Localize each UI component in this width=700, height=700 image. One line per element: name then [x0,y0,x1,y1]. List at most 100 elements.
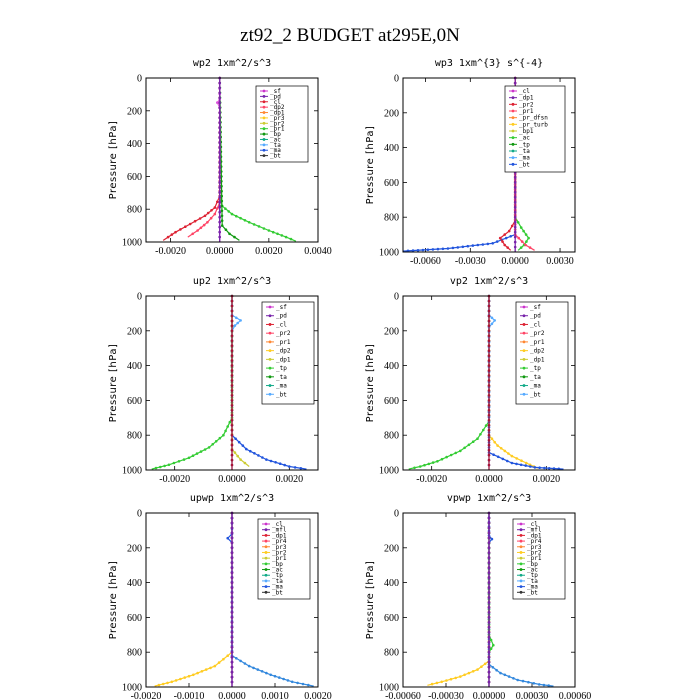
data-point [533,466,537,469]
data-point [218,131,221,134]
data-point [218,81,221,85]
plot-frame [402,512,576,688]
series-line-dp1 [151,296,233,470]
x-tick-label: -0.0020 [131,691,162,700]
data-point [230,384,234,387]
data-point [445,679,448,682]
data-point [538,466,541,470]
data-point [206,221,209,224]
legend-entry: _pr2 [527,549,542,556]
data-point [269,459,273,463]
legend-entry: _pr2 [530,330,545,337]
legend-entry: _pr3 [527,544,542,551]
panel-title: vp2 1xm^2/s^3 [450,276,528,287]
data-point [431,461,435,464]
data-point [230,675,234,679]
data-point [230,531,234,535]
legend-marker [522,375,526,379]
series-line-pr1 [154,513,233,687]
legend-marker [511,149,515,153]
y-tick-label: 400 [384,578,399,589]
data-point [436,247,440,251]
data-point [449,453,453,457]
legend-entry: _dp2 [530,348,545,355]
data-point [507,675,511,678]
data-point [172,461,176,465]
data-point [492,643,495,647]
legend-entry: _dp1 [530,356,545,363]
legend-entry: _cl [519,88,530,95]
x-tick-label: 0.00000 [473,691,506,700]
legend-marker [519,585,523,589]
data-point [516,678,519,682]
legend-entry: _pr4 [527,538,542,545]
data-point [513,235,517,239]
data-point [218,96,221,100]
data-point [230,516,234,520]
data-point [283,463,287,467]
y-tick-label: 200 [384,543,399,554]
data-point [495,240,499,243]
y-tick-label: 1000 [122,683,142,694]
data-point [490,537,494,541]
data-point [278,676,281,679]
data-point [192,673,195,677]
data-point [507,229,511,233]
data-point [528,246,532,249]
data-point [499,447,503,450]
legend-marker [522,323,526,326]
legend-entry: _ma [270,147,281,154]
data-point [203,214,207,218]
data-point [487,364,491,367]
legend: _cl_mfl_dp1_pr4_pr3_pr2_pr1_bp_ac_tp_ta_… [257,518,311,600]
data-point [273,674,277,678]
legend-marker [268,331,272,335]
legend-marker [519,539,523,543]
legend-entry: _tp [519,141,530,148]
legend-marker [519,533,523,537]
data-point [230,329,234,333]
data-point [487,324,491,328]
data-point [487,616,491,619]
data-point [487,453,491,457]
data-point [224,207,227,210]
data-point [487,591,491,594]
legend-entry: _ta [519,148,530,155]
panel-title: vpwp 1xm^2/s^3 [447,493,531,504]
legend-box [261,301,315,405]
data-point [216,207,219,210]
data-point [218,141,221,144]
legend-entry: _pr1 [519,108,534,115]
legend-entry: _pd [270,93,281,100]
data-point [218,210,221,214]
data-point [218,166,221,169]
legend-marker [262,89,266,93]
data-point [235,657,238,660]
legend-marker [522,384,526,387]
legend-marker [519,562,523,566]
data-point [230,212,234,216]
data-point [196,229,199,232]
data-point [220,214,224,218]
data-point [506,459,509,463]
data-point [230,556,234,559]
data-point [487,314,491,318]
data-point [289,237,293,241]
y-tick-label: 0 [394,74,399,85]
data-point [199,450,203,453]
data-point [513,215,517,219]
data-point [278,462,282,466]
data-point [513,196,517,199]
x-tick-label: -0.00030 [428,691,464,700]
panel-1: wp2 1xm^2/s^3 0 200 400 600 800 1000 -0.0020 0.0… [108,58,332,257]
legend-entry: _pr_dfsn [519,115,548,122]
data-point [487,675,491,679]
y-tick-label: 0 [394,509,399,520]
data-point [476,668,479,671]
data-point [461,245,465,249]
legend-marker [268,340,272,344]
data-point [513,201,517,204]
data-point [525,461,528,465]
data-point [454,676,458,680]
data-point [513,191,517,194]
